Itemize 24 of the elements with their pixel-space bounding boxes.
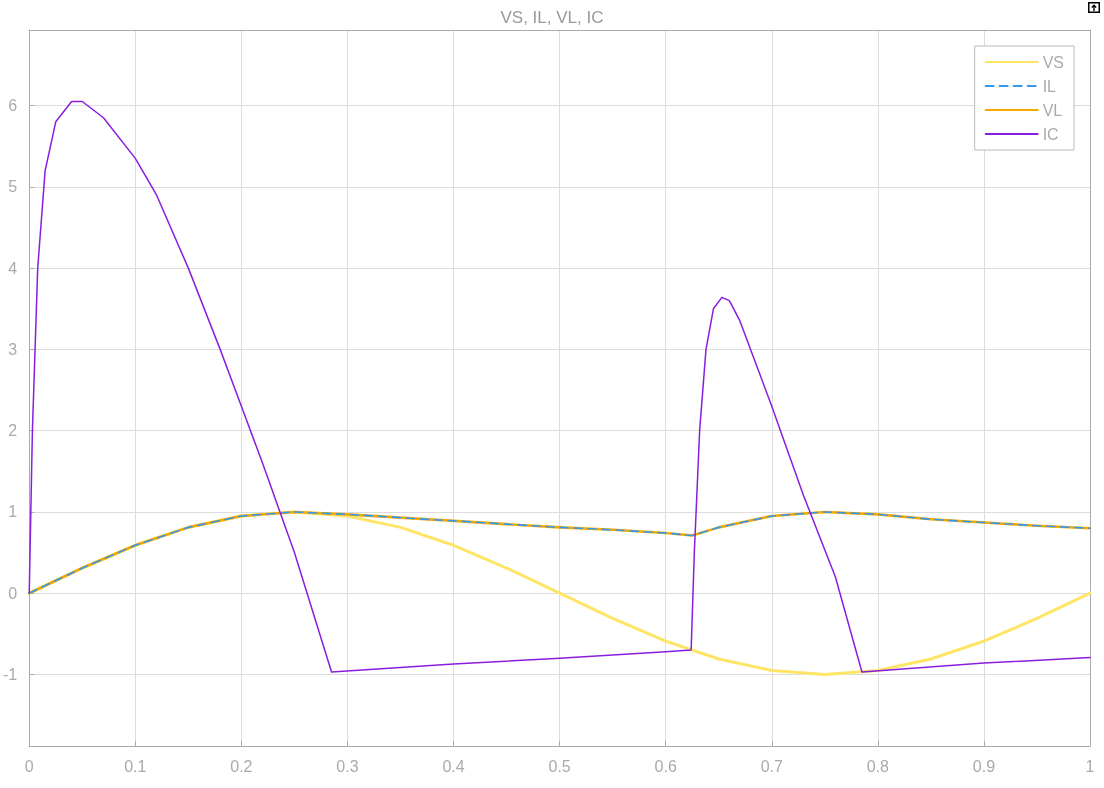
x-tick-label: 0.2 [230,757,253,775]
x-tick-label: 0.5 [548,757,571,775]
y-tick-label: 6 [8,97,18,115]
legend-label: IC [1042,125,1059,143]
x-tick-label: 0.3 [336,757,359,775]
chart-title: VS, IL, VL, IC [500,8,604,27]
y-tick-label: 4 [8,259,18,277]
x-tick-label: 0.9 [972,757,996,775]
y-tick-label: 1 [8,503,18,521]
x-tick-label: 0.4 [442,757,465,775]
x-tick-label: 0.8 [866,757,890,775]
x-tick-label: 0.6 [654,757,677,775]
y-tick-label: 0 [8,584,18,602]
legend-label: VS [1042,53,1064,71]
x-tick-label: 0 [24,757,34,775]
y-tick-label: 2 [8,422,18,440]
x-tick-label: 0.7 [760,757,783,775]
y-tick-label: -1 [2,665,18,683]
x-tick-label: 1 [1085,757,1095,775]
legend-label: IL [1042,77,1057,95]
y-tick-label: 3 [8,340,18,358]
y-tick-label: 5 [8,178,18,196]
legend-label: VL [1042,101,1063,119]
x-tick-label: 0.1 [124,757,147,775]
